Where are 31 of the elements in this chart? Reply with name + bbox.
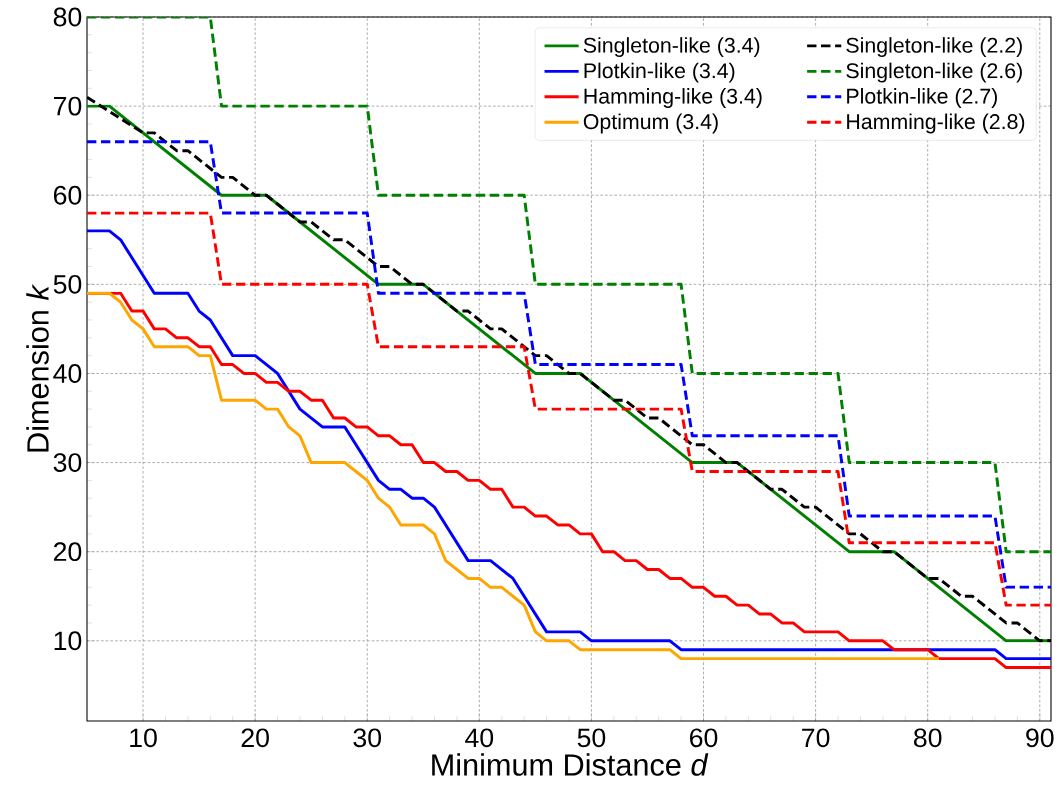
x-tick-label: 50 xyxy=(577,728,606,748)
y-axis-title: Dimension k xyxy=(26,283,49,452)
x-tick-label: 80 xyxy=(914,728,942,748)
x-tick-label: 10 xyxy=(130,728,157,748)
legend-label: Singleton-like (3.4) xyxy=(583,37,760,58)
x-tick-label: 90 xyxy=(1026,728,1054,748)
y-tick-label: 20 xyxy=(53,542,82,562)
x-tick-label: 40 xyxy=(465,728,494,748)
y-tick-label: 60 xyxy=(53,185,82,205)
legend-label: Hamming-like (3.4) xyxy=(584,88,762,108)
x-axis-title: Minimum Distance d xyxy=(432,753,709,776)
y-tick-label: 10 xyxy=(54,631,82,651)
y-tick-label: 70 xyxy=(53,96,82,116)
line-series xyxy=(87,140,1051,589)
x-tick-label: 60 xyxy=(690,728,718,748)
legend-label: Singleton-like (2.6) xyxy=(846,62,1022,83)
line-series xyxy=(87,17,1051,554)
line-series xyxy=(87,229,1051,661)
legend-label: Plotkin-like (2.7) xyxy=(847,88,997,108)
x-tick-label: 30 xyxy=(353,728,382,748)
legend-label: Hamming-like (2.8) xyxy=(847,113,1025,134)
y-tick-label: 50 xyxy=(53,274,82,294)
y-tick-label: 40 xyxy=(53,364,82,383)
x-tick-label: 20 xyxy=(241,728,269,748)
x-tick-label: 70 xyxy=(802,728,830,748)
line-series xyxy=(87,211,1051,607)
y-tick-label: 30 xyxy=(53,453,82,472)
legend-label: Optimum (3.4) xyxy=(583,113,718,134)
y-tick-label: 80 xyxy=(53,7,82,27)
legend-label: Singleton-like (2.2) xyxy=(846,37,1022,58)
legend-label: Plotkin-like (3.4) xyxy=(584,62,735,83)
